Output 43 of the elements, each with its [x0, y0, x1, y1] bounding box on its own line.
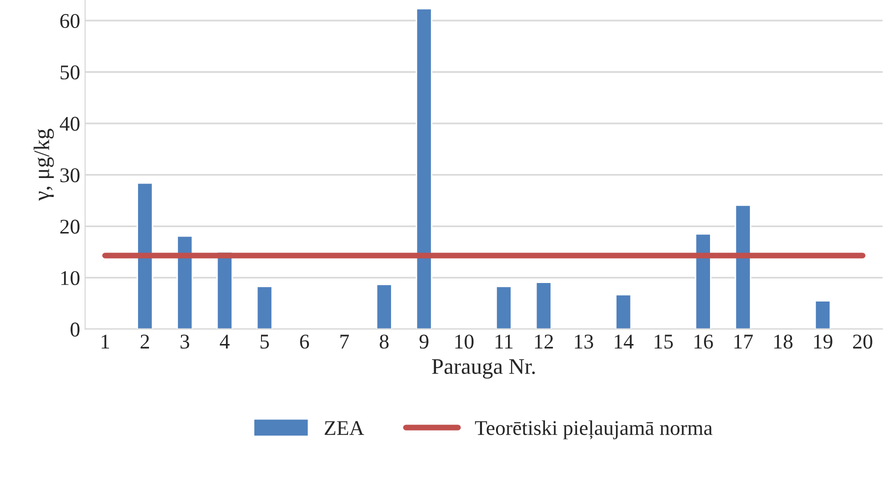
- x-tick-label: 20: [853, 334, 872, 349]
- legend-label: ZEA: [324, 421, 364, 435]
- bar: [416, 8, 432, 330]
- y-tick-label: 10: [61, 271, 80, 286]
- bar: [496, 286, 512, 330]
- x-tick-label: 6: [300, 334, 310, 349]
- bar: [376, 284, 392, 330]
- x-tick-label: 17: [734, 334, 753, 348]
- x-tick-label: 7: [340, 334, 349, 348]
- x-tick-label: 19: [814, 334, 832, 349]
- bar: [615, 294, 632, 330]
- x-tick-label: 16: [694, 334, 713, 349]
- x-tick-label: 2: [140, 334, 149, 348]
- x-tick-label: 1: [102, 334, 110, 348]
- x-tick-label: 3: [180, 334, 190, 349]
- x-tick-label: 9: [419, 334, 428, 349]
- x-tick-label: 12: [535, 334, 553, 348]
- y-axis-title: γ, μg/kg: [34, 128, 54, 201]
- bar: [176, 235, 194, 330]
- x-tick-label: 8: [380, 334, 389, 349]
- bar: [734, 204, 752, 330]
- bar: [136, 182, 154, 330]
- x-tick-label: 11: [496, 334, 513, 348]
- bar: [814, 300, 832, 330]
- bar: [216, 251, 233, 330]
- y-tick-label: 20: [60, 220, 80, 234]
- y-tick-label: 30: [60, 168, 80, 182]
- x-tick-label: 18: [774, 334, 792, 349]
- y-tick-label: 60: [60, 14, 80, 28]
- y-tick-label: 40: [60, 116, 80, 131]
- bar: [535, 282, 552, 330]
- x-axis-title: Parauga Nr.: [432, 359, 535, 379]
- bar: [694, 233, 712, 330]
- y-tick-label: 0: [70, 322, 80, 337]
- bar: [256, 286, 273, 330]
- x-tick-label: 5: [260, 334, 269, 349]
- x-tick-label: 4: [220, 334, 230, 348]
- x-tick-label: 10: [455, 334, 474, 349]
- legend-label: Teorētiski pieļaujamā norma: [475, 420, 712, 440]
- x-tick-label: 13: [574, 334, 594, 349]
- y-tick-label: 50: [60, 65, 80, 80]
- x-tick-label: 15: [654, 334, 673, 349]
- x-tick-label: 14: [614, 334, 634, 348]
